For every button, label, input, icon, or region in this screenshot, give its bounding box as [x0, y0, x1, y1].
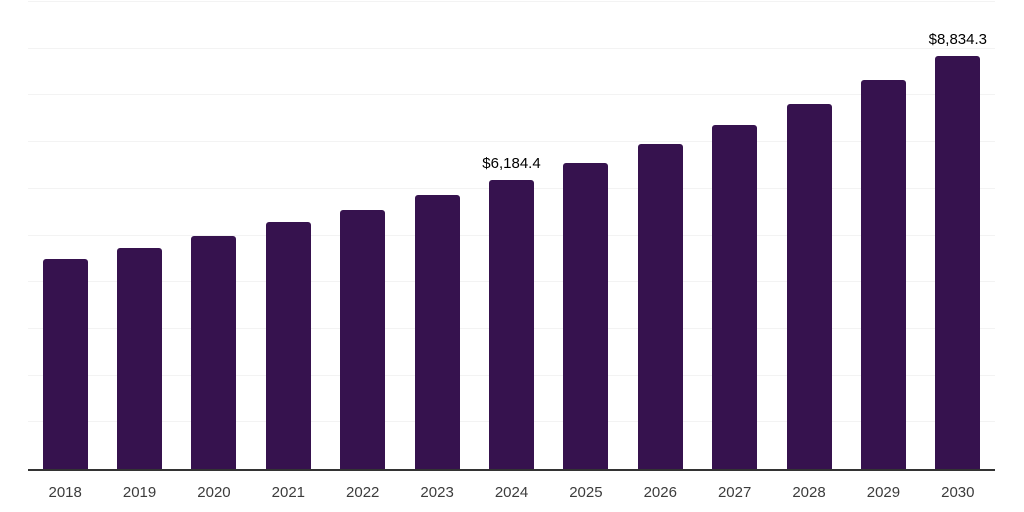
x-tick-2018: 2018: [48, 484, 82, 501]
x-tick-2025: 2025: [569, 484, 603, 501]
x-tick-2028: 2028: [792, 484, 826, 501]
gridline-9000: [28, 47, 995, 49]
x-tick-2030: 2030: [941, 484, 975, 501]
x-axis-line: [28, 469, 995, 471]
x-tick-2023: 2023: [420, 484, 454, 501]
bar-2025[interactable]: [563, 162, 609, 469]
x-tick-2020: 2020: [197, 484, 231, 501]
bar-2027[interactable]: [712, 124, 758, 469]
bar-2020[interactable]: [191, 236, 237, 469]
x-tick-2022: 2022: [346, 484, 380, 501]
bar-2023[interactable]: [414, 194, 460, 469]
bar-2030[interactable]: [935, 56, 981, 469]
x-tick-2027: 2027: [717, 484, 752, 501]
bar-2018[interactable]: [42, 258, 88, 469]
data-label-2030: $8,834.3: [928, 31, 987, 49]
plot-area: $6,184.4 $8,834.3: [28, 1, 995, 469]
bar-2022[interactable]: [340, 209, 386, 469]
gridline-8000: [28, 94, 995, 96]
gridline-10000: [28, 1, 995, 2]
x-tick-2029: 2029: [866, 484, 901, 501]
bar-2019[interactable]: [117, 248, 163, 469]
bar-2026[interactable]: [637, 144, 683, 469]
x-tick-2019: 2019: [122, 484, 157, 501]
x-tick-2026: 2026: [643, 484, 677, 501]
x-tick-2024: 2024: [494, 484, 529, 501]
x-tick-2021: 2021: [271, 484, 306, 501]
bar-2021[interactable]: [265, 222, 311, 469]
bar-2029[interactable]: [860, 80, 906, 469]
bar-2024[interactable]: [489, 180, 534, 469]
gridline-7000: [28, 141, 995, 143]
x-axis-tick-labels: 2018 2019 2020 2021 2022 2023 2024 2025 2026 2027…: [28, 484, 995, 504]
bar-2028[interactable]: [786, 103, 832, 469]
data-label-2024: $6,184.4: [482, 155, 541, 173]
